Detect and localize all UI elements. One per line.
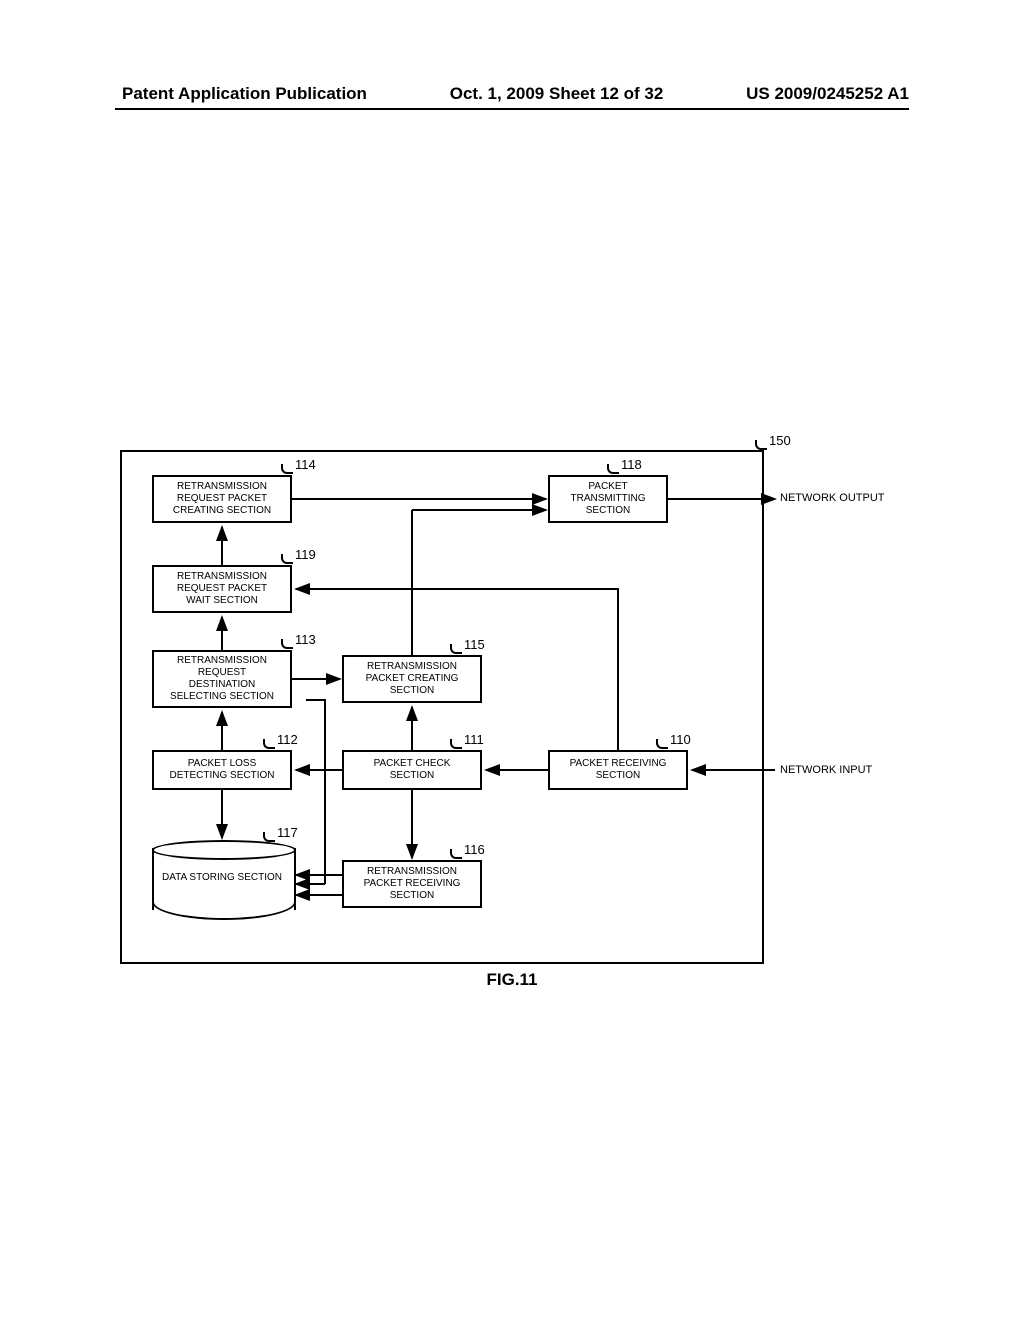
block-116: RETRANSMISSION PACKET RECEIVING SECTION [342, 860, 482, 908]
block-111: PACKET CHECK SECTION [342, 750, 482, 790]
ref-116: 116 [464, 842, 485, 857]
block-115: RETRANSMISSION PACKET CREATING SECTION [342, 655, 482, 703]
ref-114: 114 [295, 457, 316, 472]
cylinder-117: DATA STORING SECTION [152, 840, 292, 918]
hook-118 [607, 464, 619, 474]
hook-113 [281, 639, 293, 649]
ref-118: 118 [621, 457, 642, 472]
ref-150: 150 [769, 433, 791, 448]
hook-110 [656, 739, 668, 749]
block-118: PACKET TRANSMITTING SECTION [548, 475, 668, 523]
hook-150 [755, 440, 767, 450]
header-left: Patent Application Publication [122, 84, 367, 104]
ref-117: 117 [277, 825, 298, 840]
hook-112 [263, 739, 275, 749]
ref-112: 112 [277, 732, 298, 747]
header-center: Oct. 1, 2009 Sheet 12 of 32 [450, 84, 664, 104]
block-110: PACKET RECEIVING SECTION [548, 750, 688, 790]
ref-111: 111 [464, 732, 484, 747]
label-network-output: NETWORK OUTPUT [780, 492, 885, 504]
ref-113: 113 [295, 632, 316, 647]
hook-119 [281, 554, 293, 564]
block-119: RETRANSMISSION REQUEST PACKET WAIT SECTI… [152, 565, 292, 613]
label-network-input: NETWORK INPUT [780, 764, 872, 776]
ref-119: 119 [295, 547, 316, 562]
ref-110: 110 [670, 732, 691, 747]
block-112: PACKET LOSS DETECTING SECTION [152, 750, 292, 790]
page-header: Patent Application Publication Oct. 1, 2… [0, 84, 1024, 104]
hook-116 [450, 849, 462, 859]
block-114: RETRANSMISSION REQUEST PACKET CREATING S… [152, 475, 292, 523]
ref-115: 115 [464, 637, 485, 652]
diagram: RETRANSMISSION REQUEST PACKET CREATING S… [120, 440, 870, 970]
header-rule [115, 108, 909, 110]
hook-117 [263, 832, 275, 842]
header-right: US 2009/0245252 A1 [746, 84, 909, 104]
figure-label: FIG.11 [0, 970, 1024, 990]
block-113: RETRANSMISSION REQUEST DESTINATION SELEC… [152, 650, 292, 708]
hook-114 [281, 464, 293, 474]
hook-111 [450, 739, 462, 749]
hook-115 [450, 644, 462, 654]
